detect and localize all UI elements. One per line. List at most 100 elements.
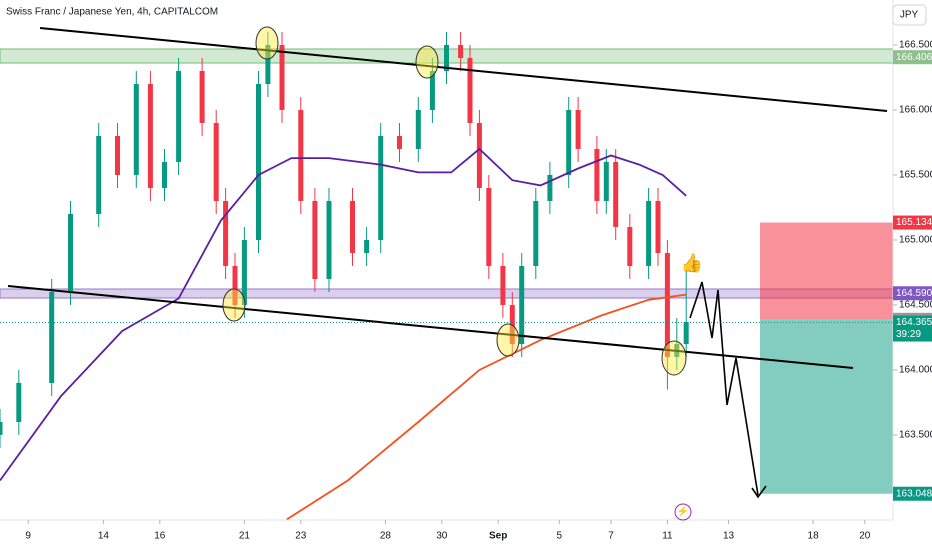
- candle-body: [467, 57, 473, 123]
- x-tick-label: 20: [859, 531, 871, 542]
- candle-body: [223, 200, 229, 266]
- x-tick-label: 18: [808, 531, 820, 542]
- candle-body: [415, 109, 421, 149]
- candle-body: [509, 304, 515, 344]
- y-tick-label: 165.500: [899, 170, 932, 181]
- candle-body: [519, 265, 525, 344]
- candle-body: [664, 252, 670, 357]
- support-zone: [0, 288, 894, 299]
- candle-body: [199, 70, 205, 123]
- price-label: 163.048: [896, 488, 932, 499]
- candle-body: [486, 187, 492, 266]
- candle-body: [298, 109, 304, 201]
- thumbs-up-icon: 👍: [681, 252, 703, 273]
- x-tick-label: Sep: [489, 531, 507, 542]
- x-tick-label: 14: [98, 531, 110, 542]
- moving-average: [286, 293, 687, 521]
- candle-body: [350, 200, 355, 253]
- price-label-bg: [893, 286, 932, 301]
- x-tick-label: 16: [154, 531, 166, 542]
- x-tick-label: 21: [239, 531, 251, 542]
- candle-body: [603, 161, 609, 201]
- x-tick-label: 9: [25, 531, 31, 542]
- candle-body: [279, 44, 285, 110]
- candle-body: [68, 213, 73, 292]
- y-tick-label: 165.000: [899, 235, 932, 246]
- candle-body: [533, 200, 539, 266]
- candle-body: [683, 321, 689, 344]
- price-label-bg: [893, 215, 932, 230]
- candle-body: [575, 109, 581, 149]
- candle-body: [500, 265, 506, 305]
- candle-body: [326, 200, 332, 279]
- trendline: [7, 285, 854, 369]
- candle-body: [162, 161, 167, 188]
- candle-body: [613, 161, 619, 227]
- x-tick-label: 30: [436, 531, 448, 542]
- candle-body: [147, 83, 153, 188]
- currency-button[interactable]: [892, 4, 927, 26]
- candle-body: [312, 200, 318, 279]
- highlight-circle: [415, 45, 439, 79]
- x-tick-label: 7: [608, 531, 614, 542]
- x-tick-label: 11: [662, 531, 673, 542]
- candle-body: [458, 44, 464, 58]
- candle-body: [397, 135, 402, 149]
- target-zone: [760, 319, 893, 494]
- candle-body: [16, 382, 22, 422]
- candle-body: [213, 122, 219, 201]
- candle-body: [646, 200, 652, 266]
- highlight-circle: [496, 323, 520, 357]
- candle-body: [444, 44, 449, 71]
- countdown: 39:29: [896, 329, 921, 340]
- event-icon[interactable]: [674, 503, 692, 521]
- y-tick-label: 166.000: [899, 105, 932, 116]
- candle-body: [655, 200, 661, 253]
- x-tick-label: 13: [723, 531, 735, 542]
- candle-body: [49, 291, 55, 383]
- projection-path: [689, 281, 759, 496]
- currency-label: JPY: [900, 10, 919, 21]
- x-tick-label: 23: [295, 531, 307, 542]
- highlight-circle: [222, 288, 246, 322]
- candle-body: [176, 70, 182, 162]
- candle-body: [627, 226, 633, 266]
- event-icon-glyph: ⚡: [677, 505, 689, 518]
- projection-arrow: [751, 485, 767, 499]
- y-tick-label: 163.500: [899, 430, 932, 441]
- moving-average: [0, 147, 687, 482]
- stop-zone: [760, 222, 893, 320]
- candle-body: [476, 122, 482, 188]
- candle-body: [133, 83, 139, 175]
- trendline: [39, 27, 888, 112]
- chart-title: Swiss Franc / Japanese Yen, 4h, CAPITALC…: [6, 7, 218, 18]
- candle-body: [429, 70, 435, 110]
- price-label: 165.134: [896, 217, 932, 228]
- candle-body: [241, 239, 247, 305]
- candle-body: [256, 83, 261, 240]
- candle-body: [364, 239, 370, 253]
- highlight-circle: [661, 340, 687, 376]
- drawings: 👍 ⚡: [7, 26, 888, 521]
- candle-body: [594, 148, 600, 201]
- candle-body: [265, 44, 271, 84]
- y-tick-label: 164.500: [899, 300, 932, 311]
- candle-body: [378, 135, 384, 240]
- price-label: 166.406: [896, 52, 932, 63]
- candle-body: [115, 135, 120, 175]
- price-label: 164.590: [896, 288, 932, 299]
- price-label-bg: [893, 486, 932, 501]
- candle-body: [232, 265, 238, 305]
- highlight-circle: [255, 26, 279, 60]
- candle-body: [96, 135, 102, 214]
- y-tick-label: 164.000: [899, 365, 932, 376]
- price-label-bg: [893, 50, 932, 65]
- y-tick-label: 166.500: [899, 40, 932, 51]
- candle-body: [547, 174, 553, 201]
- x-tick-label: 5: [557, 531, 563, 542]
- x-tick-label: 28: [380, 531, 392, 542]
- candle-body: [566, 109, 572, 175]
- candle-body: [0, 421, 3, 435]
- price-label: 164.365: [896, 317, 932, 328]
